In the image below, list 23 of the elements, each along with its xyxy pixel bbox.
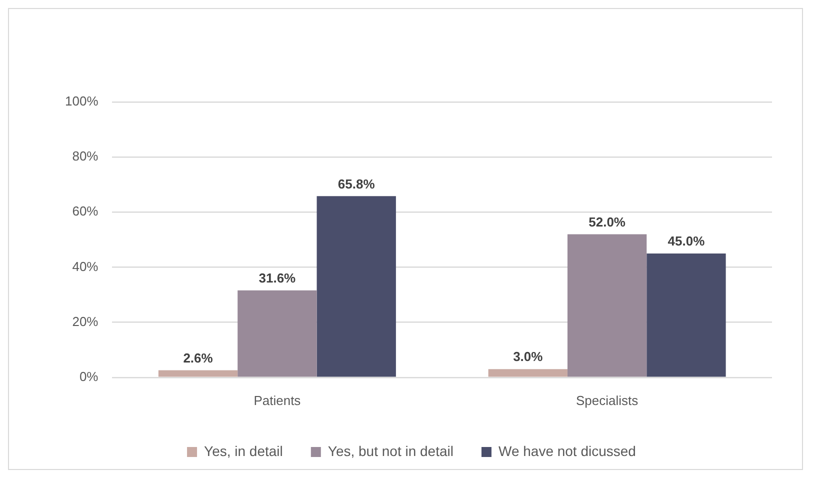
bar: [488, 369, 568, 377]
legend-label: We have not dicussed: [498, 442, 636, 459]
data-label: 52.0%: [588, 214, 626, 230]
y-tick-label: 20%: [72, 314, 99, 329]
y-tick-label: 40%: [72, 258, 99, 274]
data-label: 31.6%: [258, 270, 296, 286]
bar: [238, 290, 317, 377]
x-tick-label: Specialists: [576, 392, 639, 408]
data-label: 65.8%: [338, 176, 376, 192]
bar: [316, 196, 396, 377]
y-tick-label: 80%: [72, 148, 99, 164]
y-tick-label: 0%: [79, 368, 99, 384]
legend-label: Yes, in detail: [204, 442, 283, 459]
legend-label: Yes, but not in detail: [328, 442, 454, 459]
bar: [646, 253, 726, 377]
y-tick-label: 60%: [72, 204, 99, 219]
y-tick-label: 100%: [65, 94, 99, 109]
data-label: 3.0%: [513, 349, 544, 364]
bar: [158, 370, 238, 377]
bar: [567, 234, 647, 377]
x-tick-label: Patients: [254, 392, 302, 408]
data-label: 2.6%: [183, 350, 214, 366]
data-label: 45.0%: [668, 234, 706, 249]
